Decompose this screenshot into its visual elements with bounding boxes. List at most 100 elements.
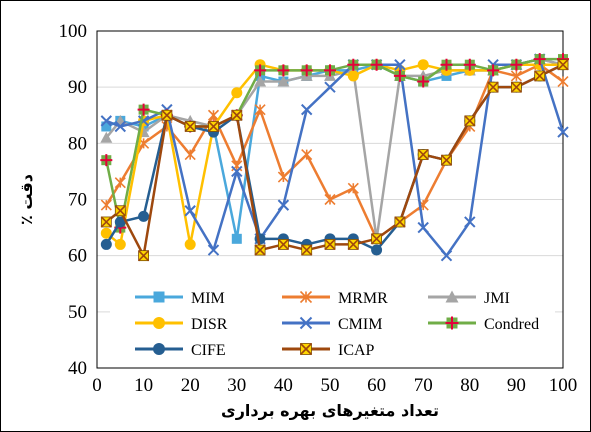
marker-starbox [510,81,522,93]
x-axis-title: تعداد متغیرهای بهره برداری [221,401,439,420]
marker-x [114,120,127,133]
marker-starbox [487,81,499,93]
y-tick-label: 40 [68,358,87,379]
marker-starbox [138,250,150,262]
marker-star [254,104,266,116]
marker-square [153,291,165,303]
y-tick-label: 100 [59,21,88,42]
marker-triangle [100,131,113,143]
legend-label: JMI [484,290,510,307]
marker-starbox [534,70,546,82]
y-tick-label: 90 [68,77,87,98]
marker-plus [533,53,546,66]
marker-square [441,70,452,81]
marker-starbox [440,154,453,166]
marker-plus [440,58,453,71]
marker-starbox [557,59,569,71]
y-tick-label: 70 [68,190,87,211]
marker-star [114,177,126,189]
marker-starbox [301,244,313,256]
marker-x [464,216,476,228]
marker-star [277,171,289,183]
legend-label: CMIM [338,316,382,333]
marker-star [184,149,196,161]
x-tick-label: 70 [414,375,433,396]
x-tick-label: 30 [227,375,246,396]
legend-label: DISR [191,316,228,333]
marker-x [440,249,453,262]
marker-square [101,121,112,132]
legend-label: MIM [191,290,225,307]
legend-item: MIM [135,290,225,307]
marker-plus [393,69,406,82]
marker-plus [510,58,523,71]
marker-starbox [417,149,429,161]
marker-plus [347,58,360,71]
marker-starbox [347,238,359,250]
marker-starbox [231,109,243,121]
x-tick-label: 50 [321,375,340,396]
marker-circle [153,317,165,329]
marker-circle [153,343,165,355]
marker-circle [371,244,383,256]
marker-starbox [161,109,173,121]
marker-circle [417,59,429,71]
marker-circle [114,238,126,250]
marker-star [301,149,313,161]
series-cmim [100,53,569,262]
y-tick-label: 60 [68,246,87,267]
legend-label: MRMR [338,290,388,307]
x-tick-label: 20 [181,375,200,396]
marker-star [207,109,220,121]
legend-label: Condred [484,316,539,333]
legend-label: ICAP [338,342,375,359]
legend-item: Condred [428,316,539,333]
legend: MIM MRMR JMI DISR CMIM Condred CIFE ICAP [110,270,555,362]
marker-triangle [445,290,459,303]
legend-item: MRMR [282,290,388,307]
legend-item: CMIM [282,316,382,333]
marker-starbox [371,233,383,245]
marker-star [347,182,359,194]
legend-item: JMI [428,290,510,307]
y-axis-title: دقت ٪ [17,174,36,225]
legend-item: CIFE [135,342,226,359]
marker-x [184,205,196,217]
marker-starbox [100,216,112,228]
marker-x [300,103,313,116]
marker-plus [254,64,267,77]
marker-star [299,290,313,304]
marker-triangle [254,75,267,87]
x-tick-label: 60 [367,375,386,396]
marker-x [557,126,569,138]
marker-plus [370,58,383,71]
marker-plus [445,316,459,330]
marker-star [324,193,336,206]
marker-starbox [299,342,313,356]
series-icap [100,59,569,262]
legend-background [110,270,555,362]
marker-plus [100,154,113,167]
legend-label: CIFE [191,342,226,359]
tick-labels: 40 50 60 70 80 90 100 0 10 20 30 40 50 60 70 80 90 100 [59,21,578,396]
x-tick-label: 80 [460,375,479,396]
marker-starbox [254,244,266,256]
marker-circle [100,227,112,239]
x-tick-label: 10 [134,375,153,396]
legend-item: DISR [135,316,228,333]
marker-starbox [184,120,196,133]
marker-star [510,70,522,82]
marker-starbox [114,205,126,217]
marker-plus [137,103,150,116]
marker-square [231,233,242,244]
marker-x [231,165,243,178]
marker-circle [231,87,243,99]
marker-circle [184,238,196,250]
marker-x [207,244,220,256]
y-tick-label: 80 [68,133,87,154]
x-tick-label: 90 [507,375,526,396]
marker-circle [100,238,112,250]
marker-star [557,75,569,88]
marker-star [100,199,112,211]
marker-plus [417,75,430,88]
